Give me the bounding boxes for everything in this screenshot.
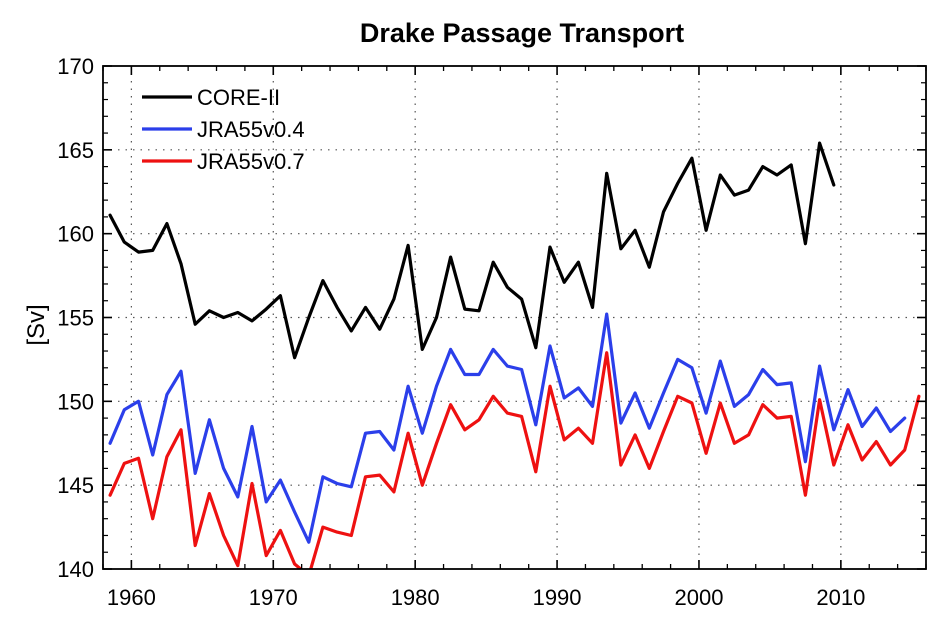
y-tick-label: 155 [57,306,94,331]
y-tick-label: 145 [57,473,94,498]
x-tick-label: 1970 [249,585,298,610]
legend-label: JRA55v0.7 [197,149,305,174]
x-tick-label: 2010 [816,585,865,610]
series-line-jra55v0-4 [108,312,907,544]
grid-layer [103,66,926,569]
legend-label: JRA55v0.4 [197,117,305,142]
x-tick-label: 1960 [107,585,156,610]
y-tick-label: 150 [57,389,94,414]
series-line-core-ii [108,141,836,360]
legend-entry: JRA55v0.4 [142,117,305,142]
y-tick-label: 170 [57,54,94,79]
y-axis-label: [Sv] [23,304,50,345]
axes-layer: 1960 1970 1980 1990 2000 2010 140 145 150 155 160 1… [57,54,927,610]
x-tick-label: 1980 [391,585,440,610]
legend-entry: JRA55v0.7 [142,149,305,174]
series-layer [108,141,921,569]
series-line-jra55v0-7 [108,351,921,569]
x-tick-label: 1990 [533,585,582,610]
y-tick-label: 160 [57,222,94,247]
legend-label: CORE-II [197,85,280,110]
y-tick-label: 140 [57,557,94,582]
chart-title: Drake Passage Transport [360,18,684,48]
legend-entry: CORE-II [142,85,280,110]
legend: CORE-II JRA55v0.4 JRA55v0.7 [142,85,305,174]
y-tick-label: 165 [57,138,94,163]
x-tick-label: 2000 [674,585,723,610]
